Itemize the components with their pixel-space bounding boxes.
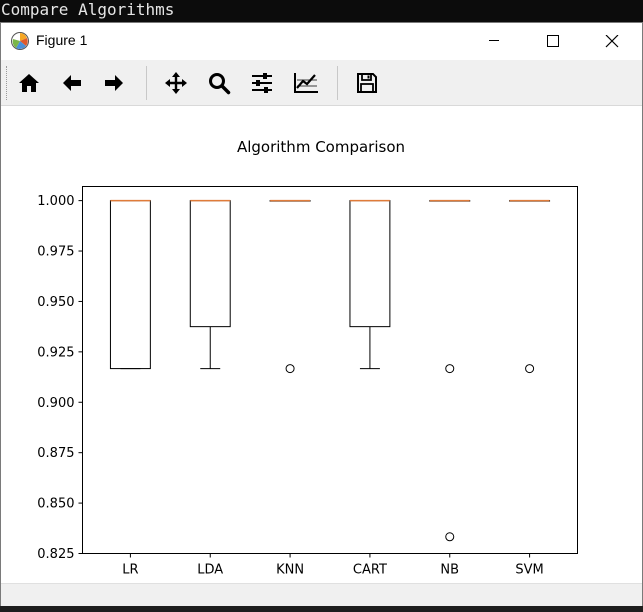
maximize-icon (547, 35, 559, 47)
edit-axes-button[interactable] (289, 68, 321, 98)
figure-window: Figure 1 (0, 22, 643, 606)
toolbar-separator (146, 66, 147, 100)
taskbar-strip (0, 606, 643, 612)
x-tick-label: LDA (197, 563, 223, 578)
y-tick-label: 0.900 (37, 396, 74, 411)
sliders-icon (252, 73, 272, 93)
y-tick-label: 1.000 (37, 194, 74, 209)
axes-frame (82, 186, 578, 554)
outlier-point (445, 532, 455, 542)
forward-button[interactable] (98, 68, 130, 98)
y-tick-label: 0.950 (37, 295, 74, 310)
window-title: Figure 1 (36, 32, 88, 48)
x-tick-label: KNN (276, 563, 304, 578)
outlier-point (285, 364, 295, 374)
x-tick-label: SVM (515, 563, 543, 578)
y-tick-label: 0.825 (37, 547, 74, 562)
close-button[interactable] (589, 23, 635, 60)
back-button[interactable] (56, 68, 88, 98)
close-icon (605, 35, 619, 48)
outlier-point (525, 364, 535, 374)
move-icon (165, 72, 187, 94)
title-bar[interactable]: Figure 1 (1, 23, 642, 60)
x-tick-label: LR (122, 563, 138, 578)
navigation-toolbar (1, 60, 642, 106)
box-lr (109, 200, 151, 370)
home-icon (19, 74, 39, 92)
console-title: Compare Algorithms (1, 0, 175, 19)
y-tick-label: 0.850 (37, 497, 74, 512)
console-title-bar: Compare Algorithms (0, 0, 643, 22)
box-lda (189, 200, 231, 328)
arrow-left-icon (63, 75, 81, 91)
minimize-button[interactable] (471, 23, 517, 60)
x-tick-label: NB (440, 563, 459, 578)
y-tick-label: 0.975 (37, 245, 74, 260)
arrow-right-icon (105, 75, 123, 91)
magnifier-icon (209, 73, 231, 95)
matplotlib-logo-icon (10, 31, 30, 51)
x-tick-label: CART (353, 563, 387, 578)
save-button[interactable] (351, 68, 383, 98)
box-cart (349, 200, 391, 328)
toolbar-grip[interactable] (6, 66, 8, 100)
status-bar (1, 583, 642, 606)
y-tick-label: 0.925 (37, 345, 74, 360)
outlier-point (445, 364, 455, 374)
chart-line-icon (294, 73, 318, 93)
pan-button[interactable] (160, 68, 192, 98)
figure-canvas[interactable]: Algorithm Comparison 0.825 0.850 0.875 0.90… (1, 107, 642, 583)
floppy-disk-icon (357, 73, 377, 93)
toolbar-separator (337, 66, 338, 100)
home-button[interactable] (13, 68, 45, 98)
configure-subplots-button[interactable] (246, 68, 278, 98)
maximize-button[interactable] (530, 23, 576, 60)
y-tick-label: 0.875 (37, 446, 74, 461)
zoom-button[interactable] (203, 68, 235, 98)
box-plot: Algorithm Comparison 0.825 0.850 0.875 0.90… (37, 138, 578, 578)
minimize-icon (489, 40, 499, 41)
chart-title: Algorithm Comparison (237, 138, 405, 156)
